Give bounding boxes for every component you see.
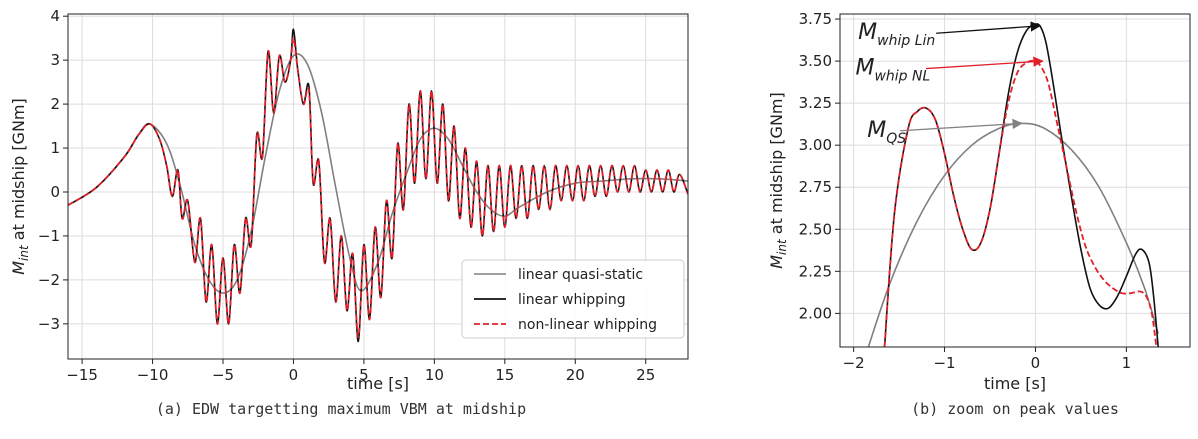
panel-b-xtick-label: 1	[1122, 354, 1132, 372]
panel-b-ytick-label: 2.75	[799, 178, 832, 196]
panel-a-frame	[67, 13, 689, 360]
legend: linear quasi-static linear whipping non-…	[461, 259, 685, 339]
panel-a-ylabel: Mint at midship [GNm]	[9, 98, 31, 275]
annotation-arrow-qs	[900, 118, 1023, 132]
panel-a-ytick-label: 1	[50, 139, 60, 157]
panel-b-ylabel-rest: at midship [GNm]	[767, 92, 786, 239]
panel-b-ytick-label: 3.75	[799, 10, 832, 28]
panel-b-xtick-label: −1	[933, 354, 955, 372]
panel-a-xtick-label: 25	[636, 366, 655, 384]
panel-b-ytick-label: 3.00	[799, 136, 832, 154]
panel-a-series-non-linear-whipping	[68, 37, 688, 338]
panel-a-xtick-label: 15	[495, 366, 514, 384]
panel-b-ylabel-sub: int	[775, 238, 789, 255]
panel-b-ylabel-main: M	[767, 255, 786, 269]
panel-a-xtick-label: 5	[359, 366, 369, 384]
panel-b-caption: (b) zoom on peak values	[911, 400, 1119, 418]
panel-a-xtick-label: 0	[289, 366, 299, 384]
panel-a-xlabel: time [s]	[347, 374, 409, 393]
annotation-whip-nl-sub: whip NL	[874, 69, 930, 85]
panel-a-xtick-label: 20	[566, 366, 585, 384]
annotation-qs-main: M	[867, 118, 886, 143]
panel-b-xlabel: time [s]	[984, 374, 1046, 393]
legend-label-linear-whipping: linear whipping	[518, 292, 626, 308]
panel-a-grid	[68, 14, 688, 359]
panel-a-ytick-label: −1	[38, 227, 60, 245]
legend-label-linear-quasi-static: linear quasi-static	[518, 267, 643, 283]
panel-b-xtick-label: −2	[843, 354, 865, 372]
panel-b-frame	[839, 13, 1191, 348]
panel-a-ytick-label: −3	[38, 315, 60, 333]
panel-b-ytick-label: 3.25	[799, 94, 832, 112]
panel-b-ylabel: Mint at midship [GNm]	[767, 92, 789, 269]
panel-b-ytick-label: 2.00	[799, 304, 832, 322]
panel-b-ytick-label: 2.50	[799, 220, 832, 238]
panel-a-xtick-label: −10	[137, 366, 169, 384]
annotation-whip-nl-main: M	[855, 56, 874, 81]
annotation-whip-lin-main: M	[858, 20, 877, 45]
panel-a-series-linear-quasi-static	[68, 53, 688, 294]
annotation-qs-sub: QS	[886, 131, 906, 147]
panel-a-ylabel-sub: int	[17, 244, 31, 261]
annotation-whip-nl: Mwhip NL	[855, 56, 930, 85]
annotation-whip-lin: Mwhip Lin	[858, 20, 935, 49]
panel-a-ylabel-main: M	[9, 261, 28, 275]
legend-box	[461, 259, 685, 339]
panel-a-ytick-label: 0	[50, 183, 60, 201]
annotation-whip-lin-sub: whip Lin	[877, 33, 935, 49]
panel-b-ytick-label: 3.50	[799, 52, 832, 70]
panel-a-caption: (a) EDW targetting maximum VBM at midshi…	[156, 400, 526, 418]
panel-b-series-linear-quasi-static	[867, 122, 1159, 347]
panel-a-ylabel-rest: at midship [GNm]	[9, 98, 28, 245]
panel-a-ytick-label: 4	[50, 7, 60, 25]
annotation-arrow-whip-nl	[925, 56, 1044, 70]
panel-a-xtick-label: −5	[212, 366, 234, 384]
annotation-qs: MQS	[867, 118, 906, 147]
panel-a-ytick-label: 3	[50, 51, 60, 69]
panel-b-grid	[840, 14, 1190, 347]
panel-b-ytick-label: 2.25	[799, 262, 832, 280]
panel-a-ytick-label: −2	[38, 271, 60, 289]
panel-b-xtick-label: 0	[1031, 354, 1041, 372]
annotation-arrow-whip-lin	[936, 21, 1042, 34]
legend-label-non-linear-whipping: non-linear whipping	[518, 317, 657, 333]
panel-a-ytick-label: 2	[50, 95, 60, 113]
panel-a-xtick-label: −15	[66, 366, 98, 384]
panel-a-series	[68, 28, 688, 343]
panel-b-ticks: −2 −1 0 1 2.00 2.25 2.50 2.75 3.00 3.25 3.50 3.75	[799, 10, 1132, 372]
panel-a-xtick-label: 10	[425, 366, 444, 384]
